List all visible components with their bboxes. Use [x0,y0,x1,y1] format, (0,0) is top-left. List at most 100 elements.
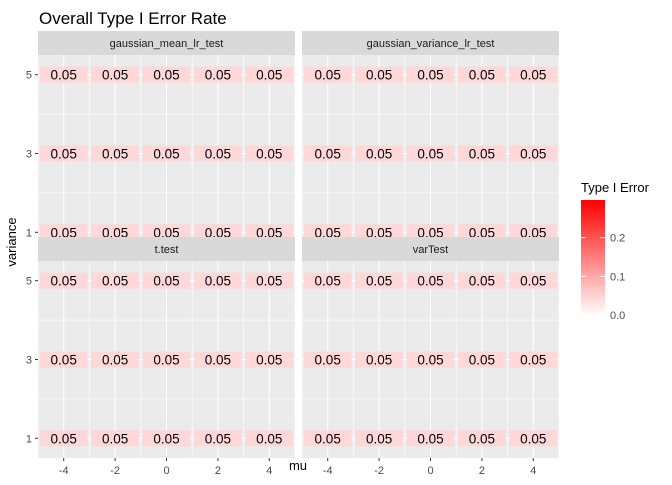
heatmap-tile [91,145,139,162]
heatmap-tile [142,272,191,289]
heatmap-tile [355,272,403,289]
heatmap-tile [458,145,506,162]
heatmap-tile [91,66,139,83]
heatmap-tile [91,272,139,289]
tile-value-label: 0.05 [469,147,495,162]
heatmap-tile [458,430,506,447]
tile-value-label: 0.05 [469,431,495,446]
heatmap-tile [91,430,139,447]
tile-value-label: 0.05 [520,274,546,289]
heatmap-tile [40,66,88,83]
tile-value-label: 0.05 [256,353,282,368]
tile-value-label: 0.05 [102,274,128,289]
heatmap-tile [355,351,403,368]
tile-value-label: 0.05 [102,353,128,368]
heatmap-tile [406,145,455,162]
heatmap-tile [142,430,191,447]
legend-colorbar [581,200,605,316]
tile-value-label: 0.05 [51,225,77,240]
tile-value-label: 0.05 [256,225,282,240]
tile-value-label: 0.05 [469,274,495,289]
y-tick-label: 3 [26,355,32,367]
tile-value-label: 0.05 [205,353,231,368]
x-tick-label: 0 [427,465,433,477]
heatmap-tile [458,272,506,289]
heatmap-tile [304,66,352,83]
facet-1: gaussian_mean_lr_test 0.05 0.05 0.05 0.05 0.0… [37,31,296,252]
tile-value-label: 0.05 [417,353,443,368]
tile-value-label: 0.05 [205,68,231,83]
heatmap-tile [194,224,242,241]
heatmap-tile [40,224,88,241]
heatmap-tile [245,430,293,447]
heatmap-tile [194,145,242,162]
heatmap-tile [40,145,88,162]
tile-value-label: 0.05 [51,68,77,83]
tile-value-label: 0.05 [469,68,495,83]
tile-value-label: 0.05 [366,353,392,368]
heatmap-tile [142,145,191,162]
heatmap-tile [40,272,88,289]
heatmap-tile [509,224,557,241]
x-tick-label: -2 [374,465,384,477]
heatmap-tile [509,66,557,83]
tile-value-label: 0.05 [315,147,341,162]
legend-ticks: 0.0 0.1 0.2 [581,233,625,322]
tile-value-label: 0.05 [102,147,128,162]
tile-value-label: 0.05 [205,225,231,240]
heatmap-tile [142,351,191,368]
tile-value-label: 0.05 [256,68,282,83]
y-axis-label: variance [4,217,19,266]
tile-value-label: 0.05 [315,353,341,368]
heatmap-tile [509,351,557,368]
tile-value-label: 0.05 [417,225,443,240]
x-tick-label: -4 [323,465,333,477]
tile-value-label: 0.05 [417,431,443,446]
facet-panels: gaussian_mean_lr_test 0.05 0.05 0.05 0.05 0.0… [37,31,560,458]
facet-strip-label: t.test [155,244,179,256]
tile-value-label: 0.05 [366,68,392,83]
heatmap-tile [406,351,455,368]
axes: 1 3 5 1 3 5 -4 -2 0 2 4 -4 -2 0 2 4 [26,70,536,477]
heatmap-tile [406,224,455,241]
tile-value-label: 0.05 [520,353,546,368]
legend-title: Type I Error [581,180,650,195]
heatmap-tile [355,224,403,241]
x-tick-label: 4 [266,465,272,477]
tile-value-label: 0.05 [205,431,231,446]
heatmap-tile [509,145,557,162]
chart-title: Overall Type I Error Rate [39,9,227,28]
heatmap-tile [194,351,242,368]
y-tick-label: 3 [26,149,32,161]
x-tick-label: 0 [163,465,169,477]
y-tick-label: 5 [26,276,32,288]
tile-value-label: 0.05 [153,147,179,162]
tile-value-label: 0.05 [366,431,392,446]
heatmap-tile [509,430,557,447]
tile-value-label: 0.05 [102,431,128,446]
y-tick-label: 1 [26,227,32,239]
facet-strip [302,31,559,55]
heatmap-tile [245,272,293,289]
heatmap-tile [509,272,557,289]
heatmap-tile [355,145,403,162]
heatmap-tile [458,224,506,241]
tile-value-label: 0.05 [417,147,443,162]
facet-2: gaussian_variance_lr_test 0.05 0.05 0.05 0.0… [301,31,560,252]
tile-value-label: 0.05 [366,274,392,289]
heatmap-tile [91,224,139,241]
tile-value-label: 0.05 [469,225,495,240]
tile-value-label: 0.05 [315,274,341,289]
tile-value-label: 0.05 [102,68,128,83]
facet-4: varTest 0.05 0.05 0.05 0.05 0.05 0.05 0.05 0.05 0… [301,237,560,458]
heatmap-tile [40,351,88,368]
heatmap-tile [40,430,88,447]
heatmap-tile [245,145,293,162]
x-tick-label: 2 [479,465,485,477]
heatmap-tile [245,66,293,83]
heatmap-tile [406,272,455,289]
heatmap-tile [355,66,403,83]
tile-value-label: 0.05 [417,274,443,289]
y-tick-label: 5 [26,70,32,82]
